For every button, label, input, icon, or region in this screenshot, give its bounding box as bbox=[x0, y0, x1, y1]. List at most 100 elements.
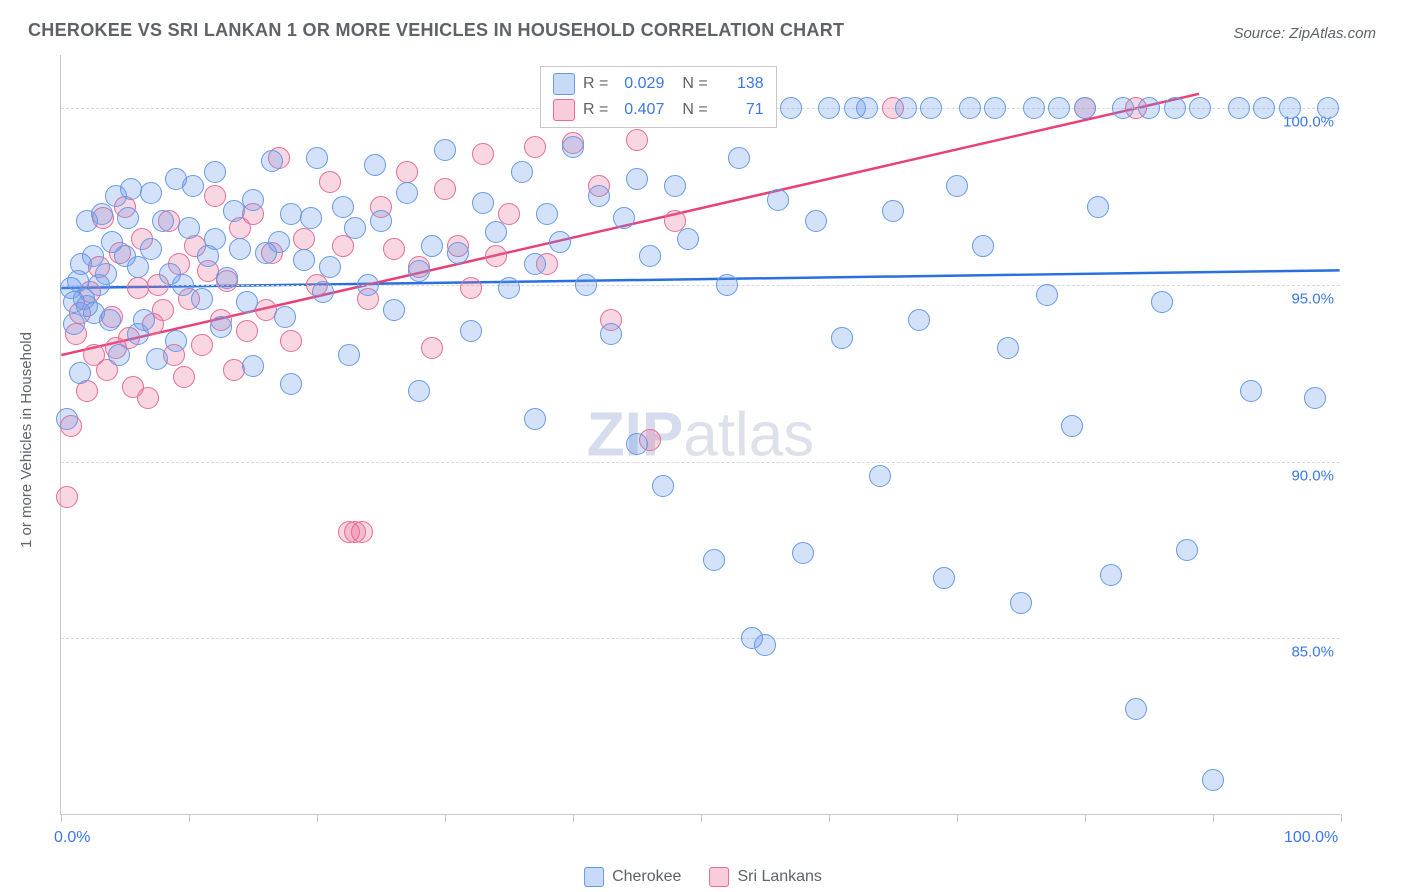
r-value: 0.407 bbox=[616, 101, 664, 119]
data-point bbox=[1087, 196, 1109, 218]
data-point bbox=[818, 97, 840, 119]
data-point bbox=[1240, 380, 1262, 402]
data-point bbox=[421, 337, 443, 359]
data-point bbox=[191, 288, 213, 310]
data-point bbox=[1061, 415, 1083, 437]
data-point bbox=[204, 185, 226, 207]
data-point bbox=[178, 217, 200, 239]
data-point bbox=[895, 97, 917, 119]
data-point bbox=[173, 366, 195, 388]
data-point bbox=[191, 334, 213, 356]
legend-item: Sri Lankans bbox=[709, 867, 822, 887]
data-point bbox=[882, 200, 904, 222]
data-point bbox=[703, 549, 725, 571]
stats-legend-row: R =0.029N =138 bbox=[553, 73, 764, 95]
data-point bbox=[280, 330, 302, 352]
data-point bbox=[1176, 539, 1198, 561]
x-tick bbox=[1341, 814, 1342, 822]
data-point bbox=[1253, 97, 1275, 119]
data-point bbox=[370, 210, 392, 232]
data-point bbox=[236, 320, 258, 342]
stats-legend-row: R =0.407N =71 bbox=[553, 99, 764, 121]
data-point bbox=[95, 263, 117, 285]
data-point bbox=[117, 207, 139, 229]
data-point bbox=[1304, 387, 1326, 409]
data-point bbox=[242, 355, 264, 377]
data-point bbox=[677, 228, 699, 250]
data-point bbox=[472, 143, 494, 165]
data-point bbox=[485, 221, 507, 243]
x-tick bbox=[189, 814, 190, 822]
source-label: Source: ZipAtlas.com bbox=[1233, 25, 1376, 42]
data-point bbox=[357, 274, 379, 296]
data-point bbox=[626, 168, 648, 190]
data-point bbox=[805, 210, 827, 232]
data-point bbox=[1100, 564, 1122, 586]
data-point bbox=[626, 433, 648, 455]
chart-container: CHEROKEE VS SRI LANKAN 1 OR MORE VEHICLE… bbox=[0, 0, 1406, 892]
data-point bbox=[364, 154, 386, 176]
data-point bbox=[754, 634, 776, 656]
data-point bbox=[396, 161, 418, 183]
data-point bbox=[351, 521, 373, 543]
data-point bbox=[716, 274, 738, 296]
data-point bbox=[831, 327, 853, 349]
data-point bbox=[1189, 97, 1211, 119]
legend-label: Sri Lankans bbox=[737, 868, 822, 885]
data-point bbox=[332, 196, 354, 218]
data-point bbox=[261, 150, 283, 172]
x-tick bbox=[445, 814, 446, 822]
data-point bbox=[146, 348, 168, 370]
data-point bbox=[319, 171, 341, 193]
data-point bbox=[69, 362, 91, 384]
data-point bbox=[920, 97, 942, 119]
data-point bbox=[216, 267, 238, 289]
n-label: N = bbox=[682, 75, 707, 93]
watermark: ZIPatlas bbox=[587, 399, 814, 470]
data-point bbox=[524, 136, 546, 158]
data-point bbox=[549, 231, 571, 253]
data-point bbox=[274, 306, 296, 328]
data-point bbox=[56, 408, 78, 430]
chart-title: CHEROKEE VS SRI LANKAN 1 OR MORE VEHICLE… bbox=[28, 20, 844, 41]
n-value: 71 bbox=[716, 101, 764, 119]
data-point bbox=[133, 309, 155, 331]
r-label: R = bbox=[583, 75, 608, 93]
data-point bbox=[312, 281, 334, 303]
x-tick bbox=[1213, 814, 1214, 822]
data-point bbox=[728, 147, 750, 169]
data-point bbox=[652, 475, 674, 497]
legend-bottom: Cherokee Sri Lankans bbox=[584, 867, 822, 887]
data-point bbox=[536, 203, 558, 225]
n-label: N = bbox=[682, 101, 707, 119]
data-point bbox=[434, 178, 456, 200]
data-point bbox=[434, 139, 456, 161]
data-point bbox=[946, 175, 968, 197]
legend-label: Cherokee bbox=[612, 868, 681, 885]
data-point bbox=[562, 136, 584, 158]
data-point bbox=[140, 238, 162, 260]
x-tick bbox=[61, 814, 62, 822]
trend-lines-layer bbox=[61, 55, 1340, 814]
data-point bbox=[639, 245, 661, 267]
x-tick bbox=[317, 814, 318, 822]
data-point bbox=[300, 207, 322, 229]
data-point bbox=[1125, 698, 1147, 720]
data-point bbox=[408, 380, 430, 402]
data-point bbox=[1023, 97, 1045, 119]
data-point bbox=[524, 408, 546, 430]
data-point bbox=[137, 387, 159, 409]
data-point bbox=[792, 542, 814, 564]
data-point bbox=[1164, 97, 1186, 119]
data-point bbox=[600, 323, 622, 345]
data-point bbox=[959, 97, 981, 119]
data-point bbox=[767, 189, 789, 211]
data-point bbox=[56, 486, 78, 508]
x-tick-label: 100.0% bbox=[1284, 829, 1338, 847]
data-point bbox=[1317, 97, 1339, 119]
data-point bbox=[869, 465, 891, 487]
data-point bbox=[293, 249, 315, 271]
y-tick-label: 95.0% bbox=[1291, 290, 1334, 307]
y-tick-label: 85.0% bbox=[1291, 644, 1334, 661]
legend-swatch bbox=[584, 867, 604, 887]
